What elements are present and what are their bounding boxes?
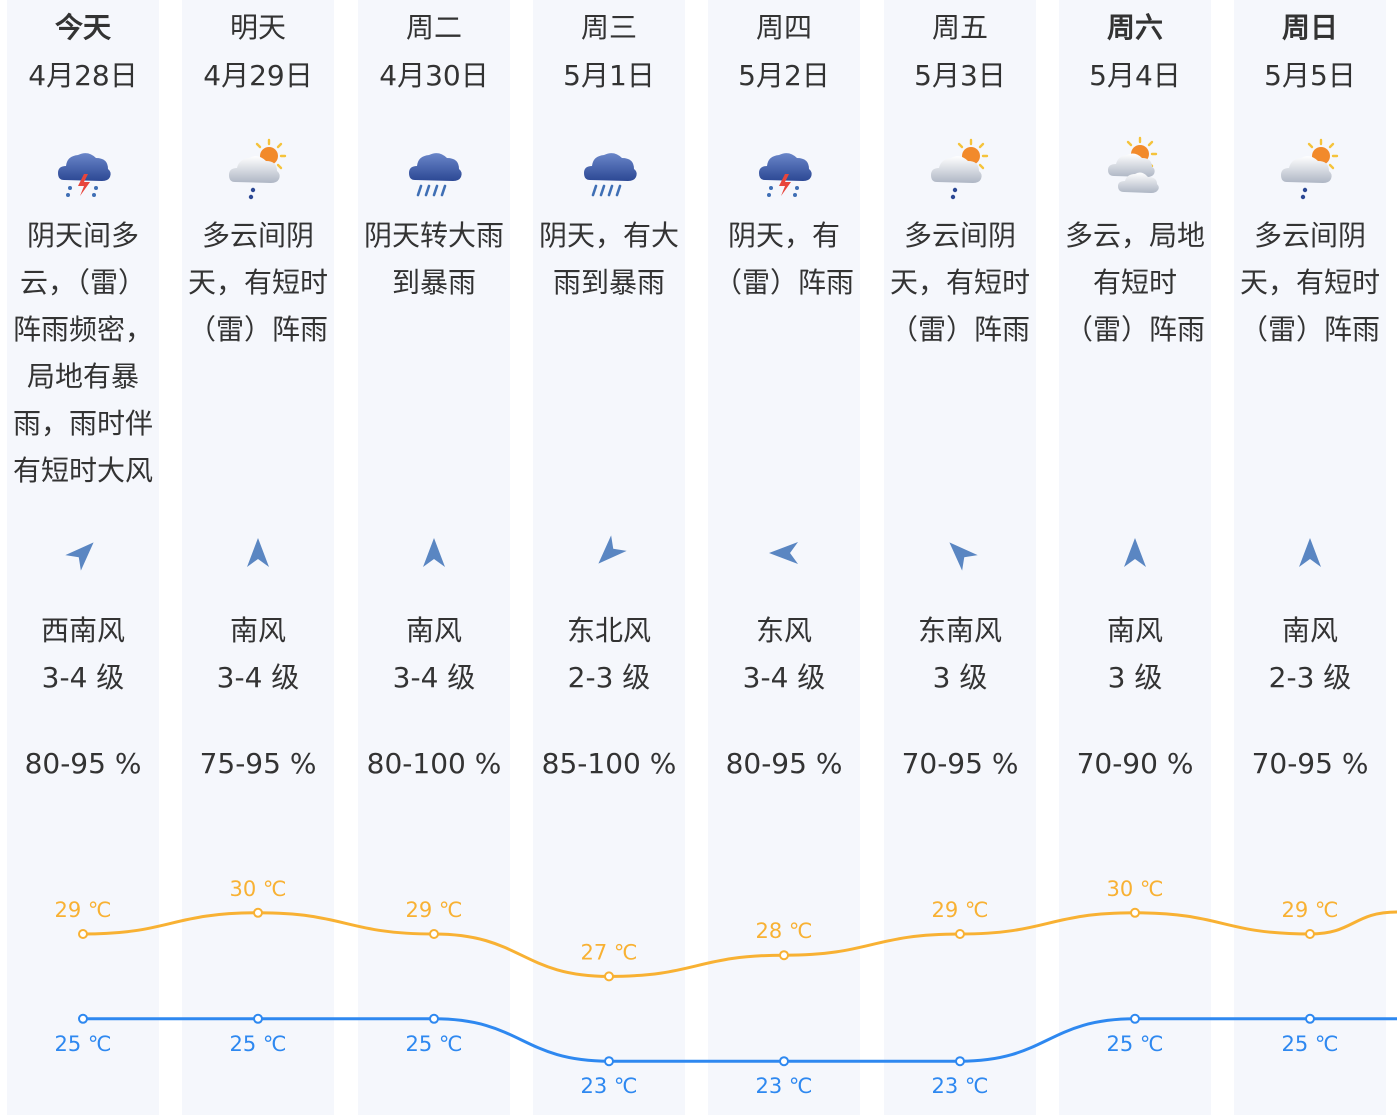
weather-description: 阴天，有大雨到暴雨 (533, 212, 685, 306)
heavy-rain-icon (576, 136, 642, 202)
description-line: 雨，雨时伴 (12, 407, 153, 440)
wind-level: 3-4 级 (392, 661, 476, 694)
weather-description: 多云间阴天，有短时 （雷）阵雨 (182, 212, 334, 353)
forecast-day-column: 周日 5月5日 多云间阴天，有短时 （雷）阵雨 南风 2-3 级 70-95 % (1234, 0, 1386, 1115)
heavy-rain-icon (401, 136, 467, 202)
description-line: 阴天转大雨 (363, 219, 504, 252)
forecast-day-column: 周四 5月2日 阴天，有 （雷）阵雨 东风 3-4 级 80-95 % (708, 0, 860, 1115)
thunderstorm-icon (50, 136, 116, 202)
forecast-day-column: 周二 4月30日 阴天转大雨到暴雨 南风 3-4 级 80-100 % (358, 0, 510, 1115)
description-line: 有短时 (1092, 266, 1177, 299)
weather-description: 阴天，有 （雷）阵雨 (708, 212, 860, 306)
wind-level: 3 级 (1107, 661, 1163, 694)
weather-description: 阴天间多云，（雷） 阵雨频密， 局地有暴雨，雨时伴有短时大风 (7, 212, 159, 494)
date-label: 5月3日 (914, 59, 1006, 92)
description-line: 阵雨频密， (12, 313, 153, 346)
wind-direction-arrow-icon (416, 535, 452, 571)
humidity: 80-95 % (725, 747, 843, 780)
description-line: 阴天，有 (727, 219, 840, 252)
description-line: 有短时大风 (12, 454, 153, 487)
date-label: 5月1日 (563, 59, 655, 92)
wind-direction: 南风 (1106, 614, 1163, 647)
date-label: 4月28日 (28, 59, 138, 92)
wind-direction-arrow-icon (766, 535, 802, 571)
day-label: 周日 (1281, 11, 1338, 44)
forecast-day-column: 周五 5月3日 多云间阴天，有短时 （雷）阵雨 东南风 3 级 70-95 % (884, 0, 1036, 1115)
wind-direction: 东风 (755, 614, 812, 647)
date-label: 5月5日 (1264, 59, 1356, 92)
day-label: 周三 (580, 11, 637, 44)
wind-direction-arrow-icon (591, 535, 627, 571)
description-line: 云，（雷） (19, 266, 146, 299)
forecast-day-column: 周六 5月4日 多云，局地有短时 （雷）阵雨 南风 3 级 70-90 % (1059, 0, 1211, 1115)
description-line: 多云间阴 (201, 219, 314, 252)
weather-description: 多云间阴天，有短时 （雷）阵雨 (1234, 212, 1386, 353)
wind-direction: 南风 (229, 614, 286, 647)
humidity: 70-95 % (901, 747, 1019, 780)
day-label: 周五 (931, 11, 988, 44)
description-line: 阴天间多 (26, 219, 139, 252)
wind-level: 3-4 级 (216, 661, 300, 694)
date-label: 5月2日 (738, 59, 830, 92)
thunderstorm-icon (751, 136, 817, 202)
humidity: 85-100 % (541, 747, 677, 780)
description-line: （雷）阵雨 (1239, 313, 1380, 346)
wind-level: 2-3 级 (1268, 661, 1352, 694)
humidity: 70-90 % (1076, 747, 1194, 780)
date-label: 4月29日 (203, 59, 313, 92)
humidity: 70-95 % (1251, 747, 1369, 780)
wind-direction-arrow-icon (65, 535, 101, 571)
description-line: （雷）阵雨 (1064, 313, 1205, 346)
partly-cloudy-shower-icon (1277, 136, 1343, 202)
wind-direction-arrow-icon (1117, 535, 1153, 571)
description-line: （雷）阵雨 (713, 266, 854, 299)
description-line: 阴天，有大 (538, 219, 679, 252)
humidity: 80-95 % (24, 747, 142, 780)
forecast-day-column: 今天 4月28日 阴天间多云，（雷） 阵雨频密， 局地有暴雨，雨时伴有短时大风 西南… (7, 0, 159, 1115)
description-line: 到暴雨 (391, 266, 476, 299)
description-line: （雷）阵雨 (187, 313, 328, 346)
description-line: 局地有暴 (26, 360, 139, 393)
humidity: 75-95 % (199, 747, 317, 780)
day-label: 今天 (54, 11, 111, 44)
description-line: 天，有短时 (187, 266, 328, 299)
description-line: 多云，局地 (1064, 219, 1205, 252)
partly-cloudy-icon (1102, 136, 1168, 202)
date-label: 5月4日 (1089, 59, 1181, 92)
day-label: 明天 (229, 11, 286, 44)
wind-direction: 西南风 (40, 614, 125, 647)
partly-cloudy-shower-icon (225, 136, 291, 202)
weather-description: 多云，局地有短时 （雷）阵雨 (1059, 212, 1211, 353)
description-line: 天，有短时 (1239, 266, 1380, 299)
humidity: 80-100 % (366, 747, 502, 780)
wind-direction-arrow-icon (942, 535, 978, 571)
partly-cloudy-shower-icon (927, 136, 993, 202)
wind-direction: 东南风 (917, 614, 1002, 647)
wind-direction-arrow-icon (1292, 535, 1328, 571)
description-line: 多云间阴 (903, 219, 1016, 252)
description-line: （雷）阵雨 (889, 313, 1030, 346)
wind-direction-arrow-icon (240, 535, 276, 571)
wind-level: 2-3 级 (567, 661, 651, 694)
day-label: 周六 (1106, 11, 1163, 44)
wind-direction: 东北风 (566, 614, 651, 647)
wind-direction: 南风 (405, 614, 462, 647)
description-line: 天，有短时 (889, 266, 1030, 299)
description-line: 雨到暴雨 (552, 266, 665, 299)
forecast-day-column: 周三 5月1日 阴天，有大雨到暴雨 东北风 2-3 级 85-100 % (533, 0, 685, 1115)
day-label: 周四 (755, 11, 812, 44)
weather-description: 多云间阴天，有短时 （雷）阵雨 (884, 212, 1036, 353)
wind-level: 3-4 级 (41, 661, 125, 694)
day-label: 周二 (405, 11, 462, 44)
wind-level: 3-4 级 (742, 661, 826, 694)
description-line: 多云间阴 (1253, 219, 1366, 252)
wind-level: 3 级 (932, 661, 988, 694)
wind-direction: 南风 (1281, 614, 1338, 647)
weather-description: 阴天转大雨 到暴雨 (358, 212, 510, 306)
forecast-day-column: 明天 4月29日 多云间阴天，有短时 （雷）阵雨 南风 3-4 级 75-95 % (182, 0, 334, 1115)
date-label: 4月30日 (379, 59, 489, 92)
